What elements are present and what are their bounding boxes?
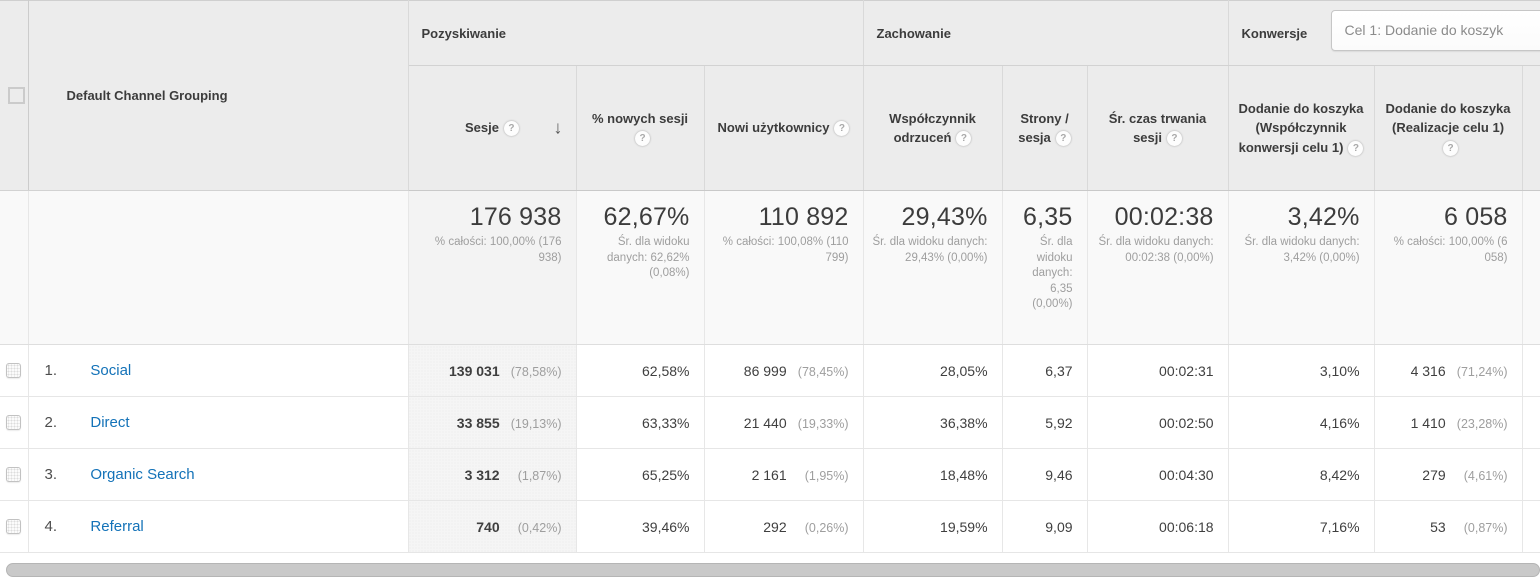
totals-checkbox-cell — [0, 190, 29, 345]
bounce-rate-cell: 36,38% — [863, 396, 1003, 449]
bounce-rate-cell: 19,59% — [863, 500, 1003, 553]
help-icon[interactable] — [834, 121, 850, 137]
help-icon[interactable] — [956, 131, 972, 147]
column-header-bounce-rate[interactable]: Współczynnik odrzuceń — [863, 65, 1003, 191]
goal-conversion-rate-cell: 4,16% — [1228, 396, 1375, 449]
group-header-conversions: Konwersje Cel 1: Dodanie do koszyk — [1228, 0, 1540, 66]
select-all-checkbox-cell — [0, 0, 29, 191]
column-header-goal-conversion-rate[interactable]: Dodanie do koszyka (Współczynnik konwers… — [1228, 65, 1375, 191]
goal-conversion-rate-cell: 3,10% — [1228, 344, 1375, 397]
metric-column-header-row: Sesje % nowych sesji Nowi użytkownicy Ws… — [0, 65, 1540, 191]
column-header-avg-session-duration[interactable]: Śr. czas trwania sesji — [1087, 65, 1229, 191]
new-users-cell: 21 440 (19,33%) — [704, 396, 864, 449]
row-checkbox[interactable] — [6, 519, 22, 534]
goal-completions-cell: 53 (0,87%) — [1374, 500, 1523, 553]
row-index: 2. — [44, 414, 58, 431]
avg-session-duration-cell: 00:02:31 — [1087, 344, 1229, 397]
channel-link[interactable]: Organic Search — [90, 466, 195, 483]
help-icon[interactable] — [635, 131, 650, 147]
bounce-rate-cell: 28,05% — [863, 344, 1003, 397]
row-checkbox[interactable] — [6, 415, 22, 430]
totals-avg-session-duration: 00:02:38 Śr. dla widoku danych: 00:02:38… — [1087, 190, 1229, 345]
totals-goal-completions: 6 058 % całości: 100,00% (6 058) — [1374, 190, 1523, 345]
channel-link[interactable]: Direct — [90, 414, 130, 431]
table-row: 1. Social 139 031 (78,58%) 62,58% 86 999… — [0, 344, 1540, 397]
sort-descending-icon — [554, 115, 563, 142]
avg-session-duration-cell: 00:06:18 — [1087, 500, 1229, 553]
totals-sessions: 176 938 % całości: 100,00% (176 938) — [408, 190, 577, 345]
new-sessions-pct-cell: 65,25% — [576, 448, 705, 501]
new-sessions-pct-cell: 62,58% — [576, 344, 705, 397]
conversions-label: Konwersje — [1241, 25, 1308, 41]
goal-conversion-rate-cell: 7,16% — [1228, 500, 1375, 553]
column-header-sessions[interactable]: Sesje — [408, 65, 577, 191]
goal-selector-dropdown[interactable]: Cel 1: Dodanie do koszyk — [1330, 10, 1540, 51]
bounce-rate-cell: 18,48% — [863, 448, 1003, 501]
totals-row: 176 938 % całości: 100,00% (176 938) 62,… — [0, 190, 1540, 345]
new-sessions-pct-cell: 63,33% — [576, 396, 705, 449]
dimension-header[interactable]: Default Channel Grouping — [28, 0, 409, 191]
totals-pages-per-session: 6,35 Śr. dla widoku danych: 6,35 (0,00%) — [1002, 190, 1088, 345]
table-row: 3. Organic Search 3 312 (1,87%) 65,25% 2… — [0, 448, 1540, 501]
help-icon[interactable] — [1055, 131, 1071, 147]
pages-per-session-cell: 6,37 — [1002, 344, 1088, 397]
avg-session-duration-cell: 00:02:50 — [1087, 396, 1229, 449]
channel-link[interactable]: Social — [90, 362, 132, 379]
sessions-cell: 740 (0,42%) — [408, 500, 577, 553]
column-header-new-users[interactable]: Nowi użytkownicy — [704, 65, 864, 191]
metric-group-header-row: Default Channel Grouping Pozyskiwanie Za… — [0, 0, 1540, 191]
totals-new-users: 110 892 % całości: 100,08% (110 799) — [704, 190, 864, 345]
channels-data-table: Default Channel Grouping Pozyskiwanie Za… — [0, 0, 1540, 553]
new-users-cell: 2 161 (1,95%) — [704, 448, 864, 501]
row-index: 4. — [44, 518, 58, 535]
column-header-new-sessions-pct[interactable]: % nowych sesji — [576, 65, 705, 191]
channel-link[interactable]: Referral — [90, 518, 144, 535]
totals-dimension-cell — [28, 190, 409, 345]
row-checkbox[interactable] — [6, 467, 22, 482]
help-icon[interactable] — [503, 121, 519, 137]
help-icon[interactable] — [1166, 131, 1182, 147]
pages-per-session-cell: 9,09 — [1002, 500, 1088, 553]
totals-new-sessions-pct: 62,67% Śr. dla widoku danych: 62,62% (0,… — [576, 190, 705, 345]
pages-per-session-cell: 5,92 — [1002, 396, 1088, 449]
goal-completions-cell: 1 410 (23,28%) — [1374, 396, 1523, 449]
help-icon[interactable] — [1443, 140, 1459, 156]
row-checkbox[interactable] — [6, 363, 22, 378]
table-row: 4. Referral 740 (0,42%) 39,46% 292 (0,26… — [0, 500, 1540, 553]
goal-completions-cell: 279 (4,61%) — [1374, 448, 1523, 501]
pages-per-session-cell: 9,46 — [1002, 448, 1088, 501]
totals-bounce-rate: 29,43% Śr. dla widoku danych: 29,43% (0,… — [863, 190, 1003, 345]
column-header-pages-per-session[interactable]: Strony / sesja — [1002, 65, 1088, 191]
row-index: 1. — [44, 362, 58, 379]
goal-conversion-rate-cell: 8,42% — [1228, 448, 1375, 501]
new-sessions-pct-cell: 39,46% — [576, 500, 705, 553]
avg-session-duration-cell: 00:04:30 — [1087, 448, 1229, 501]
sessions-cell: 139 031 (78,58%) — [408, 344, 577, 397]
sessions-cell: 3 312 (1,87%) — [408, 448, 577, 501]
horizontal-scrollbar[interactable] — [6, 563, 1540, 577]
group-header-behavior: Zachowanie — [863, 0, 1229, 66]
new-users-cell: 86 999 (78,45%) — [704, 344, 864, 397]
goal-completions-cell: 4 316 (71,24%) — [1374, 344, 1523, 397]
totals-goal-conversion-rate: 3,42% Śr. dla widoku danych: 3,42% (0,00… — [1228, 190, 1375, 345]
sessions-cell: 33 855 (19,13%) — [408, 396, 577, 449]
select-all-checkbox[interactable] — [8, 87, 25, 104]
totals-partial-cell — [1522, 190, 1540, 345]
row-index: 3. — [44, 466, 58, 483]
group-header-acquisition: Pozyskiwanie — [408, 0, 864, 66]
column-header-partial — [1522, 65, 1540, 191]
help-icon[interactable] — [1348, 140, 1364, 156]
table-row: 2. Direct 33 855 (19,13%) 63,33% 21 440 … — [0, 396, 1540, 449]
column-header-goal-completions[interactable]: Dodanie do koszyka (Realizacje celu 1) — [1374, 65, 1523, 191]
new-users-cell: 292 (0,26%) — [704, 500, 864, 553]
